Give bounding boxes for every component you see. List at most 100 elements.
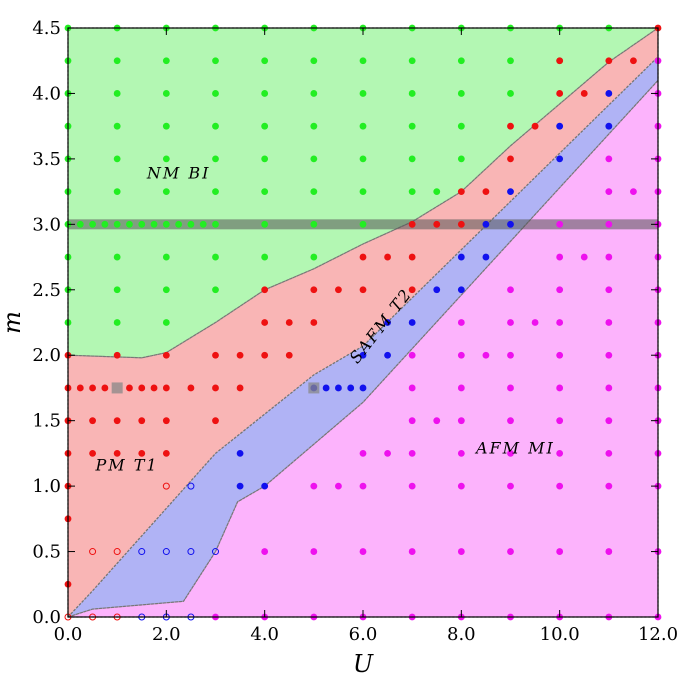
point-pm-t1 xyxy=(76,384,84,392)
point-pm-t1 xyxy=(285,351,293,359)
point-afm-mi xyxy=(556,548,564,555)
point-pm-t1 xyxy=(580,90,588,97)
point-safm-t2 xyxy=(457,253,465,261)
point-nm-bi xyxy=(162,220,170,228)
point-nm-bi xyxy=(113,57,121,65)
point-afm-mi xyxy=(605,286,613,294)
point-afm-mi xyxy=(507,319,514,326)
point-pm-t1 xyxy=(531,122,539,130)
point-nm-bi xyxy=(138,220,146,228)
point-afm-mi xyxy=(556,319,564,326)
point-nm-bi xyxy=(212,220,219,228)
point-nm-bi xyxy=(162,253,170,261)
point-nm-bi xyxy=(113,319,121,326)
point-safm-t2 xyxy=(384,319,391,326)
point-safm-t2 xyxy=(384,351,391,359)
point-afm-mi xyxy=(457,351,465,359)
point-afm-mi xyxy=(605,384,613,392)
point-pm-t1 xyxy=(408,286,416,294)
point-afm-mi xyxy=(556,351,564,359)
point-pm-t1 xyxy=(89,417,96,425)
point-afm-mi xyxy=(605,449,613,457)
point-afm-mi xyxy=(261,548,269,555)
point-pm-t1 xyxy=(507,155,514,163)
point-nm-bi xyxy=(162,286,170,294)
point-pm-t1 xyxy=(162,449,170,457)
point-nm-bi xyxy=(212,286,219,294)
point-nm-bi xyxy=(162,122,170,130)
point-safm-t2 xyxy=(359,351,367,359)
point-pm-t1 xyxy=(433,220,441,228)
point-nm-bi xyxy=(199,220,207,228)
point-pm-t1 xyxy=(285,319,293,326)
point-pm-t1 xyxy=(150,384,158,392)
point-nm-bi xyxy=(310,188,318,196)
point-nm-bi xyxy=(310,90,318,97)
point-pm-t1 xyxy=(236,384,244,392)
point-pm-t1 xyxy=(408,220,416,228)
point-afm-mi xyxy=(335,482,342,490)
point-nm-bi xyxy=(162,155,170,163)
point-pm-t1 xyxy=(236,351,244,359)
point-afm-mi xyxy=(457,449,465,457)
point-afm-mi xyxy=(359,482,367,490)
point-pm-t1 xyxy=(138,384,146,392)
point-afm-mi xyxy=(556,253,564,261)
point-pm-t1 xyxy=(482,188,490,196)
point-afm-mi xyxy=(482,351,490,359)
point-nm-bi xyxy=(212,253,219,261)
point-afm-mi xyxy=(605,548,613,555)
point-nm-bi xyxy=(162,188,170,196)
open-point-pm-t1 xyxy=(162,482,170,490)
point-safm-t2 xyxy=(236,482,244,490)
point-nm-bi xyxy=(113,155,121,163)
y-tick-label: 0.0 xyxy=(32,607,61,628)
point-safm-t2 xyxy=(556,122,564,130)
point-nm-bi xyxy=(261,57,269,65)
point-safm-t2 xyxy=(236,449,244,457)
point-nm-bi xyxy=(113,220,121,228)
boundary-safm-t2 xyxy=(67,56,659,618)
y-tick-label: 0.5 xyxy=(32,542,61,563)
point-pm-t1 xyxy=(630,57,637,65)
point-nm-bi xyxy=(310,220,318,228)
point-safm-t2 xyxy=(507,188,514,196)
y-tick-label: 2.0 xyxy=(32,345,61,366)
point-nm-bi xyxy=(113,90,121,97)
point-afm-mi xyxy=(457,384,465,392)
point-nm-bi xyxy=(113,286,121,294)
x-tick-label: 12.0 xyxy=(638,624,678,645)
point-afm-mi xyxy=(605,253,613,261)
point-afm-mi xyxy=(408,548,416,555)
point-afm-mi xyxy=(457,482,465,490)
point-pm-t1 xyxy=(212,384,219,392)
point-afm-mi xyxy=(384,449,391,457)
point-nm-bi xyxy=(359,90,367,97)
point-pm-t1 xyxy=(556,57,564,65)
point-pm-t1 xyxy=(89,384,96,392)
open-point-safm-t2 xyxy=(187,548,195,556)
point-nm-bi xyxy=(261,90,269,97)
point-afm-mi xyxy=(507,417,514,425)
y-tick-label: 1.5 xyxy=(32,411,61,432)
y-tick-label: 4.0 xyxy=(32,83,61,104)
point-pm-t1 xyxy=(556,90,564,97)
point-nm-bi xyxy=(310,253,318,261)
point-afm-mi xyxy=(605,188,613,196)
point-afm-mi xyxy=(605,482,613,490)
point-pm-t1 xyxy=(138,417,146,425)
region-label-nm-bi: NM BI xyxy=(146,164,211,183)
point-safm-t2 xyxy=(507,220,514,228)
x-tick-label: 6.0 xyxy=(349,624,378,645)
point-nm-bi xyxy=(187,220,195,228)
point-afm-mi xyxy=(605,155,613,163)
point-nm-bi xyxy=(126,220,133,228)
point-nm-bi xyxy=(359,188,367,196)
region-safm-t2 xyxy=(68,56,658,618)
point-nm-bi xyxy=(359,122,367,130)
point-pm-t1 xyxy=(310,286,318,294)
point-pm-t1 xyxy=(187,384,195,392)
point-nm-bi xyxy=(113,122,121,130)
point-afm-mi xyxy=(408,449,416,457)
point-afm-mi xyxy=(408,351,416,359)
